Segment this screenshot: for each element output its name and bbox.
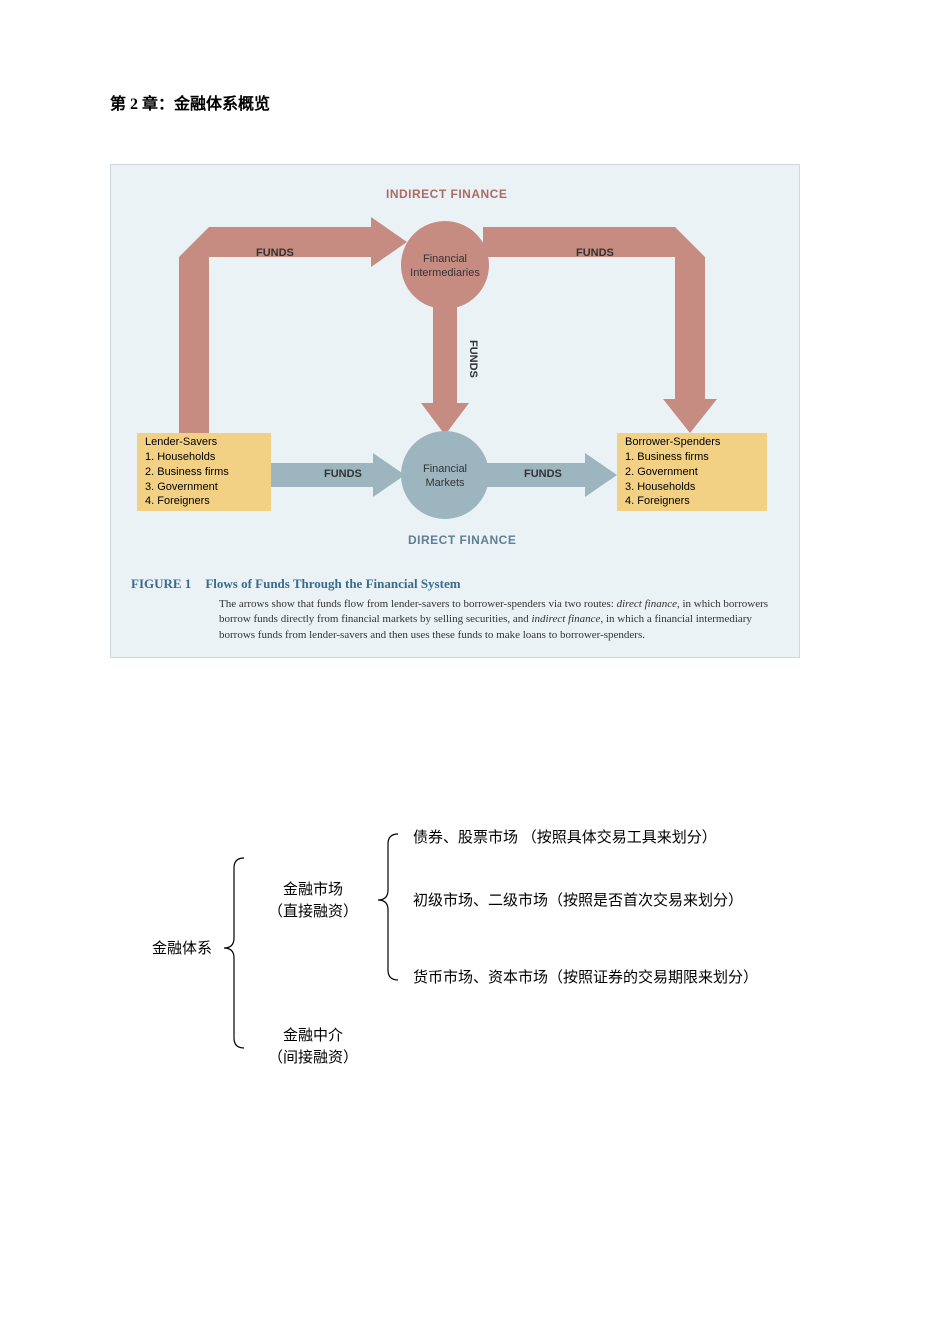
fig-desc-ital: indirect finance <box>532 613 601 625</box>
intermediaries-line1: Financial <box>423 253 467 265</box>
borrower-item: 1. Business firms <box>625 450 765 465</box>
hierarchy-branch2: 金融中介 （间接融资） <box>268 1026 358 1070</box>
markets-line1: Financial <box>423 463 467 475</box>
funds-label-top-right: FUNDS <box>576 247 614 259</box>
hierarchy-leaf2: 初级市场、二级市场（按照是否首次交易来划分） <box>413 891 743 913</box>
lender-item: 4. Foreigners <box>145 494 270 509</box>
hierarchy-leaf1: 债券、股票市场 （按照具体交易工具来划分） <box>413 828 717 850</box>
intermediaries-line2: Intermediaries <box>410 267 480 279</box>
intermediaries-label: Financial Intermediaries <box>405 253 485 281</box>
markets-line2: Markets <box>425 477 464 489</box>
fig-desc-part: The arrows show that funds flow from len… <box>219 598 617 610</box>
figure-caption: FIGURE 1 Flows of Funds Through the Fina… <box>131 575 779 643</box>
hierarchy-leaf3: 货币市场、资本市场（按照证券的交易期限来划分） <box>413 968 758 990</box>
chapter-title: 第 2 章：金融体系概览 <box>110 90 835 114</box>
funds-label-top-left: FUNDS <box>256 247 294 259</box>
flows-diagram: INDIRECT FINANCE DIRECT FINANCE Financia… <box>131 185 781 565</box>
lender-item: 2. Business firms <box>145 465 270 480</box>
bracket-root <box>224 858 244 1048</box>
lender-box-title: Lender-Savers <box>145 435 270 450</box>
borrower-item: 4. Foreigners <box>625 494 765 509</box>
borrower-box-text: Borrower-Spenders 1. Business firms 2. G… <box>625 435 765 509</box>
figure-1-box: INDIRECT FINANCE DIRECT FINANCE Financia… <box>110 164 800 658</box>
markets-label: Financial Markets <box>405 463 485 491</box>
borrower-box-title: Borrower-Spenders <box>625 435 765 450</box>
funds-label-bottom-left: FUNDS <box>324 468 362 480</box>
arrow-intermediaries-to-markets <box>421 307 469 435</box>
branch1-line1: 金融市场 <box>283 882 343 898</box>
hierarchy-root: 金融体系 <box>152 939 212 961</box>
direct-finance-label: DIRECT FINANCE <box>408 533 516 547</box>
figure-title: Flows of Funds Through the Financial Sys… <box>205 576 460 591</box>
branch1-line2: （直接融资） <box>268 904 358 920</box>
lender-box-text: Lender-Savers 1. Households 2. Business … <box>145 435 270 509</box>
branch2-line2: （间接融资） <box>268 1050 358 1066</box>
hierarchy-svg <box>110 828 830 1088</box>
hierarchy-tree: 金融体系 金融市场 （直接融资） 金融中介 （间接融资） 债券、股票市场 （按照… <box>110 828 830 1088</box>
lender-item: 3. Government <box>145 480 270 495</box>
funds-label-bottom-right: FUNDS <box>524 468 562 480</box>
indirect-finance-label: INDIRECT FINANCE <box>386 187 507 201</box>
bracket-branch1 <box>378 834 398 980</box>
borrower-item: 3. Households <box>625 480 765 495</box>
figure-description: The arrows show that funds flow from len… <box>219 597 779 643</box>
branch2-line1: 金融中介 <box>283 1028 343 1044</box>
lender-item: 1. Households <box>145 450 270 465</box>
fig-desc-ital: direct finance <box>617 598 677 610</box>
figure-number: FIGURE 1 <box>131 576 191 591</box>
funds-label-middle: FUNDS <box>467 340 479 378</box>
hierarchy-branch1: 金融市场 （直接融资） <box>268 880 358 924</box>
borrower-item: 2. Government <box>625 465 765 480</box>
